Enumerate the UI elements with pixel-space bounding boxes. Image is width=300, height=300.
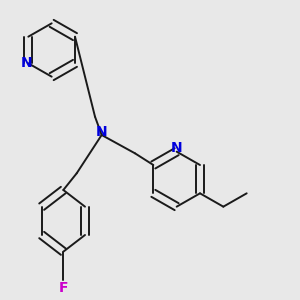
Text: N: N <box>171 141 182 155</box>
Text: N: N <box>21 56 32 70</box>
Text: F: F <box>58 281 68 295</box>
Text: N: N <box>96 125 107 139</box>
